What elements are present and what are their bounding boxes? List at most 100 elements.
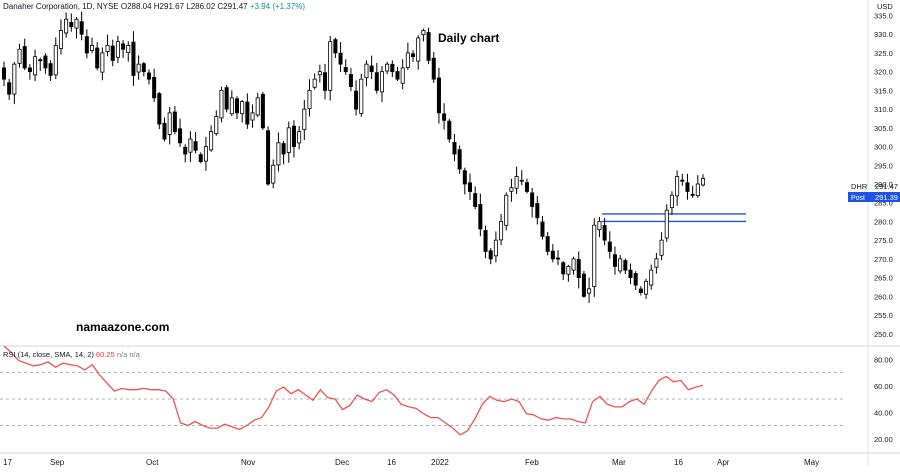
candle-body bbox=[162, 122, 167, 140]
candle-body bbox=[291, 125, 296, 147]
candle-body bbox=[79, 21, 84, 35]
time-axis[interactable]: 17 Sep Oct Nov Dec 16 2022 Feb Mar 16 Apr May bbox=[3, 458, 819, 467]
candle-body bbox=[700, 178, 706, 186]
ohlc-values: O288.04 H291.67 L286.02 C291.47 bbox=[120, 2, 248, 11]
candle-body bbox=[245, 101, 250, 125]
rsi-na-2: n/a bbox=[129, 350, 140, 359]
time-tick-label: May bbox=[804, 458, 819, 467]
candle-body bbox=[90, 45, 95, 51]
candle-body bbox=[467, 182, 473, 192]
candle-body bbox=[447, 120, 452, 140]
candle-body bbox=[550, 250, 555, 260]
candle-body bbox=[74, 18, 79, 29]
price-tick-label: 320.0 bbox=[874, 68, 893, 77]
candle-body bbox=[317, 71, 322, 76]
candle-body bbox=[566, 265, 571, 275]
candle-body bbox=[58, 30, 63, 49]
candle-body bbox=[167, 112, 172, 135]
price-tick-label: 275.0 bbox=[874, 236, 893, 245]
candle-body bbox=[504, 194, 509, 226]
candle-body bbox=[638, 288, 643, 293]
candle-body bbox=[338, 52, 343, 65]
candle-body bbox=[379, 71, 384, 93]
candle-body bbox=[33, 56, 38, 76]
price-tick-label: 285.0 bbox=[874, 199, 893, 208]
candle-body bbox=[172, 111, 177, 132]
rsi-value: 60.25 bbox=[95, 350, 115, 359]
candle-body bbox=[493, 239, 498, 257]
candle-body bbox=[416, 37, 421, 62]
candle-body bbox=[561, 262, 566, 275]
candle-body bbox=[524, 182, 529, 192]
candle-body bbox=[405, 52, 410, 68]
rsi-axis[interactable]: 20.00 40.00 60.00 80.00 bbox=[874, 355, 893, 444]
candle-body bbox=[675, 176, 680, 197]
candle-body bbox=[38, 59, 43, 62]
candle-body bbox=[48, 63, 53, 76]
time-tick-label: 16 bbox=[387, 458, 396, 467]
candle-body bbox=[602, 225, 607, 241]
symbol-title: Danaher Corporation, 1D, NYSE bbox=[3, 2, 119, 11]
candle-body bbox=[27, 67, 32, 73]
price-tick-label: 290.0 bbox=[874, 180, 893, 189]
candle-body bbox=[121, 43, 126, 50]
candle-body bbox=[535, 203, 540, 219]
candle-body bbox=[359, 78, 364, 114]
candle-body bbox=[436, 77, 441, 114]
candle-body bbox=[131, 41, 136, 76]
candle-body bbox=[136, 63, 141, 73]
candle-body bbox=[312, 78, 317, 88]
candle-body bbox=[530, 192, 535, 207]
candle-body bbox=[519, 179, 524, 182]
price-axis[interactable]: 250.0 255.0 260.0 265.0 270.0 275.0 280.0 285.0… bbox=[874, 11, 893, 338]
post-label: Post bbox=[851, 195, 865, 202]
price-tick-label: 335.0 bbox=[874, 11, 893, 20]
price-tick-label: 255.0 bbox=[874, 311, 893, 320]
candle-body bbox=[255, 97, 260, 116]
candle-body bbox=[323, 72, 328, 91]
price-tick-label: 305.0 bbox=[874, 124, 893, 133]
candle-body bbox=[84, 36, 89, 54]
candle-body bbox=[680, 179, 685, 182]
rsi-tick-label: 40.00 bbox=[874, 408, 893, 417]
candle-body bbox=[115, 41, 120, 58]
candle-body bbox=[209, 131, 214, 151]
candle-body bbox=[659, 239, 664, 256]
candle-body bbox=[95, 47, 100, 69]
candles bbox=[1, 11, 706, 303]
candle-body bbox=[540, 221, 545, 237]
candle-body bbox=[64, 18, 69, 34]
candle-body bbox=[53, 45, 58, 76]
candle-body bbox=[343, 67, 348, 73]
candle-body bbox=[431, 57, 436, 80]
time-tick-label: Mar bbox=[612, 458, 626, 467]
candle-body bbox=[644, 280, 649, 295]
candle-body bbox=[69, 22, 74, 28]
candle-body bbox=[157, 93, 162, 125]
rsi-line bbox=[3, 345, 704, 436]
chart-header: Danaher Corporation, 1D, NYSE O288.04 H2… bbox=[3, 2, 305, 11]
time-tick-label: Apr bbox=[717, 458, 730, 467]
candle-body bbox=[390, 63, 395, 73]
time-tick-label: 16 bbox=[674, 458, 683, 467]
candle-body bbox=[426, 32, 431, 61]
candle-body bbox=[198, 154, 203, 162]
candle-body bbox=[623, 260, 628, 271]
candle-body bbox=[229, 97, 234, 115]
candle-body bbox=[328, 41, 333, 91]
candle-body bbox=[421, 30, 426, 36]
price-tick-label: 280.0 bbox=[874, 217, 893, 226]
candle-body bbox=[110, 45, 115, 61]
rsi-tick-label: 20.00 bbox=[874, 435, 893, 444]
candle-body bbox=[152, 77, 157, 99]
rsi-tick-label: 60.00 bbox=[874, 382, 893, 391]
price-tags: DHR 291.47 Post 291.39 bbox=[848, 182, 900, 202]
currency-label: USD bbox=[877, 2, 893, 11]
candle-body bbox=[411, 53, 416, 58]
time-tick-label: Dec bbox=[335, 458, 349, 467]
candle-body bbox=[571, 258, 576, 271]
candle-body bbox=[281, 143, 286, 155]
candle-body bbox=[369, 65, 374, 73]
